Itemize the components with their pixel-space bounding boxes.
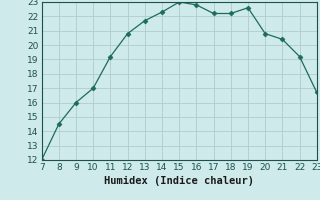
X-axis label: Humidex (Indice chaleur): Humidex (Indice chaleur) bbox=[104, 176, 254, 186]
